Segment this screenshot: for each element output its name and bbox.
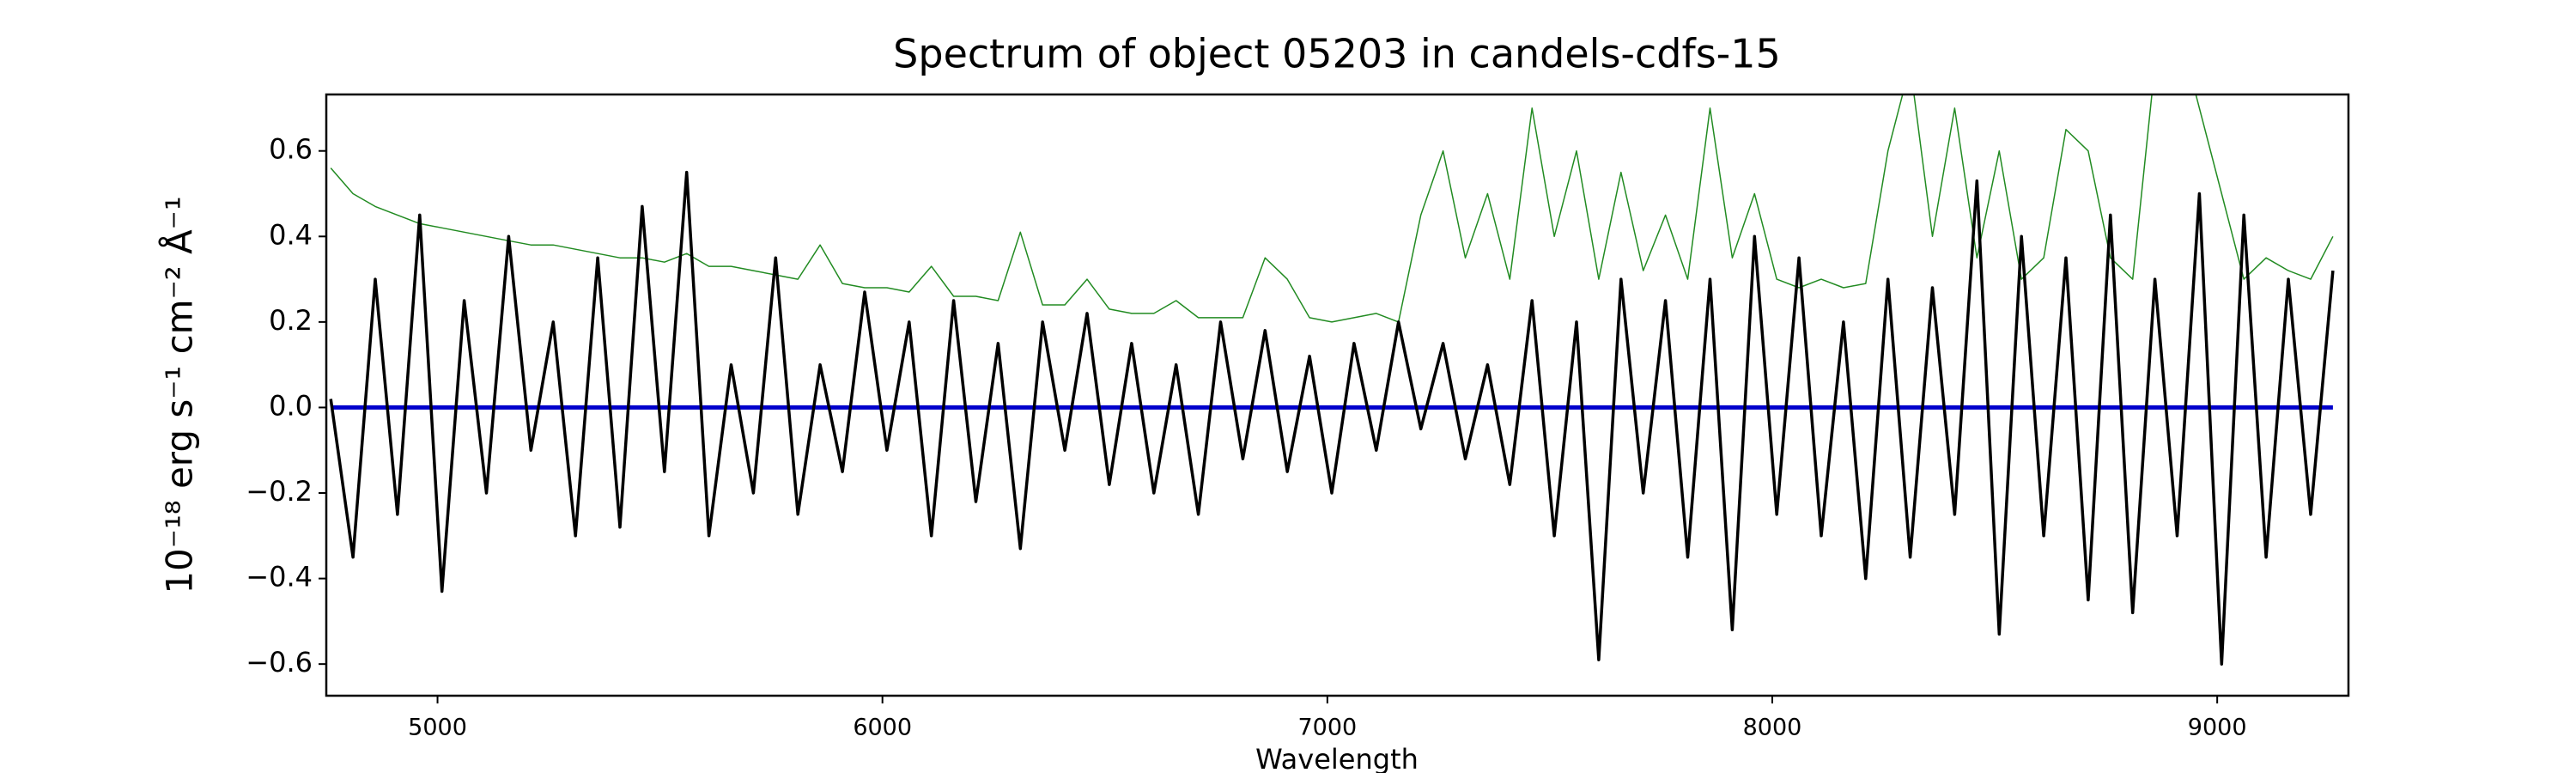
x-tick-label: 6000 <box>853 715 912 741</box>
plot-area <box>329 94 2335 666</box>
y-tick-label: 0.2 <box>269 304 313 337</box>
x-tick-label: 8000 <box>1743 715 1802 741</box>
y-tick-label: 0.4 <box>269 218 313 251</box>
axes-frame <box>325 93 2350 697</box>
x-tick-label: 5000 <box>408 715 467 741</box>
x-tick-label: 9000 <box>2188 715 2247 741</box>
y-tick-label: 0.6 <box>269 133 313 166</box>
spectrum-line <box>329 170 2335 666</box>
x-tick-label: 7000 <box>1297 715 1357 741</box>
y-tick-label: −0.2 <box>246 475 313 508</box>
y-tick-label: 0.0 <box>269 389 313 422</box>
y-axis-label: 10⁻¹⁸ erg s⁻¹ cm⁻² Å⁻¹ <box>158 196 201 593</box>
y-tick-label: −0.4 <box>246 561 313 593</box>
spectrum-line <box>330 94 2334 323</box>
y-tick-label: −0.6 <box>246 646 313 679</box>
x-axis-label: Wavelength <box>1255 743 1419 773</box>
chart-title: Spectrum of object 05203 in candels-cdfs… <box>893 31 1781 77</box>
